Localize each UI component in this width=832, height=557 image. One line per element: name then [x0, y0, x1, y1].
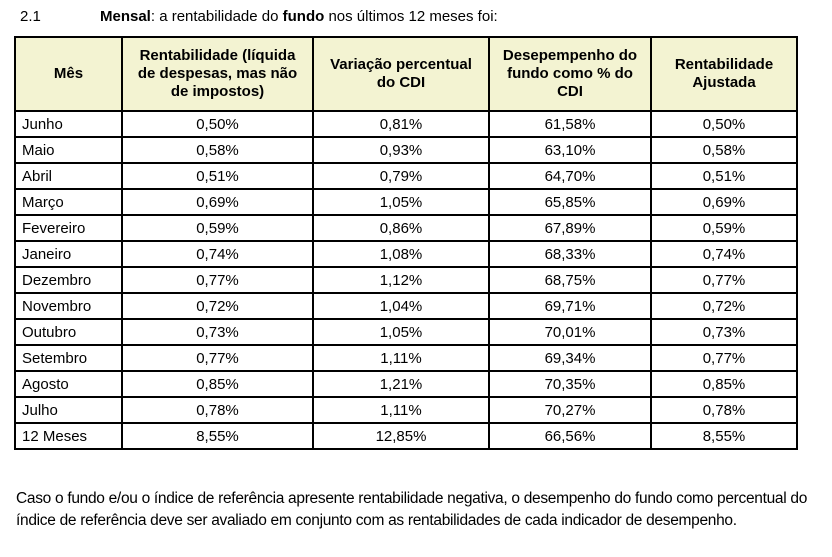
value-cell: 0,69%	[650, 188, 798, 216]
value-cell: 1,12%	[312, 266, 490, 294]
month-cell: Agosto	[14, 370, 123, 398]
value-cell: 0,93%	[312, 136, 490, 164]
value-cell: 1,08%	[312, 240, 490, 268]
value-cell: 0,73%	[121, 318, 314, 346]
table-row: Abril 0,51% 0,79% 64,70% 0,51%	[14, 162, 798, 190]
value-cell: 0,77%	[121, 344, 314, 372]
table-row: Maio 0,58% 0,93% 63,10% 0,58%	[14, 136, 798, 164]
value-cell: 1,04%	[312, 292, 490, 320]
value-cell: 70,35%	[488, 370, 652, 398]
header-mes: Mês	[14, 36, 123, 112]
header-desempenho-cdi: Desepempenho do fundo como % do CDI	[488, 36, 652, 112]
value-cell: 0,79%	[312, 162, 490, 190]
value-cell: 12,85%	[312, 422, 490, 450]
value-cell: 0,77%	[650, 266, 798, 294]
table-row: Outubro 0,73% 1,05% 70,01% 0,73%	[14, 318, 798, 346]
table-row: Junho 0,50% 0,81% 61,58% 0,50%	[14, 110, 798, 138]
value-cell: 66,56%	[488, 422, 652, 450]
value-cell: 8,55%	[121, 422, 314, 450]
value-cell: 61,58%	[488, 110, 652, 138]
table-row: Março 0,69% 1,05% 65,85% 0,69%	[14, 188, 798, 216]
value-cell: 0,51%	[121, 162, 314, 190]
value-cell: 0,51%	[650, 162, 798, 190]
value-cell: 8,55%	[650, 422, 798, 450]
table-row-total: 12 Meses 8,55% 12,85% 66,56% 8,55%	[14, 422, 798, 450]
value-cell: 0,78%	[650, 396, 798, 424]
value-cell: 0,85%	[121, 370, 314, 398]
section-heading: 2.1 Mensal: a rentabilidade do fundo nos …	[20, 8, 498, 26]
month-cell: Setembro	[14, 344, 123, 372]
value-cell: 0,72%	[650, 292, 798, 320]
value-cell: 1,11%	[312, 344, 490, 372]
section-number: 2.1	[20, 8, 41, 25]
month-cell: Abril	[14, 162, 123, 190]
table-row: Janeiro 0,74% 1,08% 68,33% 0,74%	[14, 240, 798, 268]
value-cell: 0,74%	[121, 240, 314, 268]
month-cell: Março	[14, 188, 123, 216]
value-cell: 0,72%	[121, 292, 314, 320]
table-row: Julho 0,78% 1,11% 70,27% 0,78%	[14, 396, 798, 424]
value-cell: 68,33%	[488, 240, 652, 268]
value-cell: 1,21%	[312, 370, 490, 398]
value-cell: 0,50%	[121, 110, 314, 138]
value-cell: 0,58%	[650, 136, 798, 164]
value-cell: 0,86%	[312, 214, 490, 242]
footnote-text: Caso o fundo e/ou o índice de referência…	[16, 490, 808, 529]
month-cell: Janeiro	[14, 240, 123, 268]
value-cell: 68,75%	[488, 266, 652, 294]
month-cell: Julho	[14, 396, 123, 424]
value-cell: 0,74%	[650, 240, 798, 268]
value-cell: 69,71%	[488, 292, 652, 320]
section-title-tail: nos últimos 12 meses foi:	[324, 8, 498, 25]
month-cell: Maio	[14, 136, 123, 164]
value-cell: 0,77%	[650, 344, 798, 372]
value-cell: 0,85%	[650, 370, 798, 398]
month-cell: Junho	[14, 110, 123, 138]
value-cell: 0,58%	[121, 136, 314, 164]
table-row: Novembro 0,72% 1,04% 69,71% 0,72%	[14, 292, 798, 320]
header-rentabilidade: Rentabilidade (líquida de despesas, mas …	[121, 36, 314, 112]
value-cell: 69,34%	[488, 344, 652, 372]
month-cell: Fevereiro	[14, 214, 123, 242]
table-header-row: Mês Rentabilidade (líquida de despesas, …	[14, 36, 798, 112]
value-cell: 63,10%	[488, 136, 652, 164]
table-row: Dezembro 0,77% 1,12% 68,75% 0,77%	[14, 266, 798, 294]
value-cell: 0,59%	[650, 214, 798, 242]
value-cell: 0,73%	[650, 318, 798, 346]
header-variacao-cdi: Variação percentual do CDI	[312, 36, 490, 112]
value-cell: 1,11%	[312, 396, 490, 424]
section-title-bold: Mensal	[100, 8, 151, 25]
month-cell: Outubro	[14, 318, 123, 346]
month-cell: Novembro	[14, 292, 123, 320]
monthly-returns-table: Mês Rentabilidade (líquida de despesas, …	[14, 36, 798, 450]
table-row: Setembro 0,77% 1,11% 69,34% 0,77%	[14, 344, 798, 372]
value-cell: 64,70%	[488, 162, 652, 190]
value-cell: 0,81%	[312, 110, 490, 138]
table-row: Fevereiro 0,59% 0,86% 67,89% 0,59%	[14, 214, 798, 242]
header-rentabilidade-ajustada: Rentabilidade Ajustada	[650, 36, 798, 112]
value-cell: 0,78%	[121, 396, 314, 424]
value-cell: 67,89%	[488, 214, 652, 242]
table-row: Agosto 0,85% 1,21% 70,35% 0,85%	[14, 370, 798, 398]
value-cell: 0,77%	[121, 266, 314, 294]
value-cell: 70,27%	[488, 396, 652, 424]
value-cell: 70,01%	[488, 318, 652, 346]
value-cell: 1,05%	[312, 188, 490, 216]
month-cell: Dezembro	[14, 266, 123, 294]
month-cell: 12 Meses	[14, 422, 123, 450]
value-cell: 0,50%	[650, 110, 798, 138]
value-cell: 0,69%	[121, 188, 314, 216]
value-cell: 0,59%	[121, 214, 314, 242]
section-title-bold2: fundo	[282, 8, 325, 25]
section-title-mid: : a rentabilidade do	[150, 8, 283, 25]
value-cell: 1,05%	[312, 318, 490, 346]
value-cell: 65,85%	[488, 188, 652, 216]
